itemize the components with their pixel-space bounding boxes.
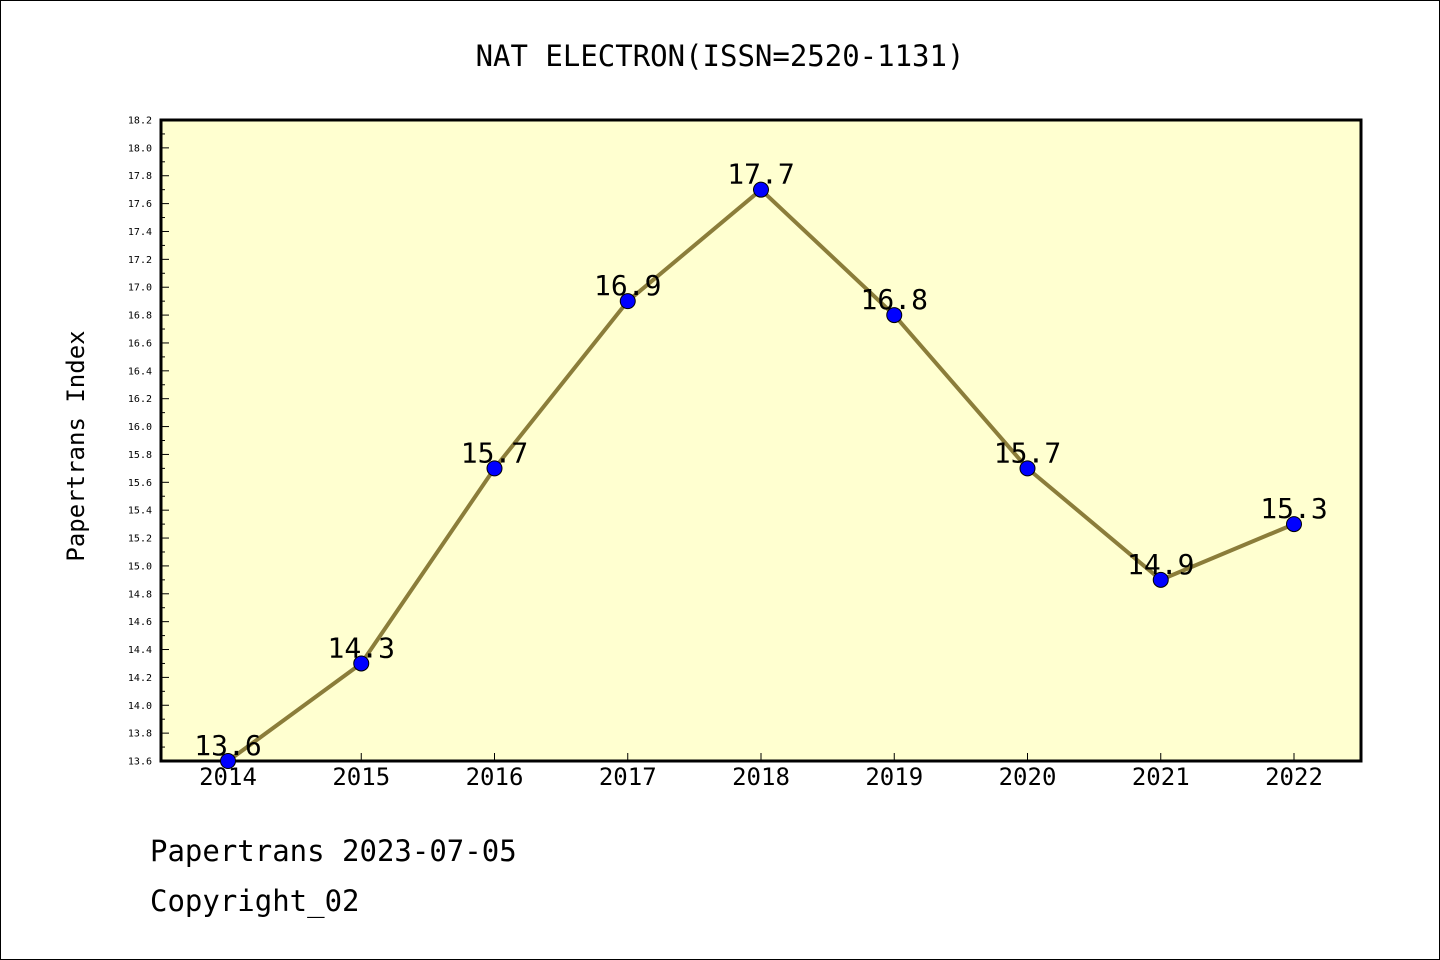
data-label: 16.9 — [594, 269, 661, 302]
data-label: 16.8 — [861, 283, 928, 316]
y-tick-label: 14.6 — [128, 617, 152, 628]
y-tick-label: 15.0 — [128, 561, 152, 572]
y-tick-label: 18.0 — [128, 143, 152, 154]
data-label: 15.3 — [1260, 492, 1327, 525]
chart-title: NAT ELECTRON(ISSN=2520-1131) — [476, 39, 965, 73]
data-point-marker — [1019, 460, 1036, 477]
y-tick-label: 16.0 — [128, 422, 152, 433]
y-tick-label: 15.4 — [128, 506, 152, 517]
data-point-marker — [619, 293, 636, 310]
data-point-marker — [1152, 571, 1169, 588]
x-axis: 2014 2015 2016 2017 2018 2019 2020 2021 2022 — [199, 753, 1323, 791]
x-tick-label: 2015 — [332, 763, 390, 791]
y-tick-label: 16.8 — [128, 311, 152, 322]
y-tick-label: 16.2 — [128, 394, 152, 405]
x-tick-label: 2022 — [1265, 763, 1323, 791]
x-tick-label: 2020 — [999, 763, 1057, 791]
plot-area — [159, 118, 1363, 763]
footer-date: Papertrans 2023-07-05 — [150, 834, 517, 868]
data-label: 15.7 — [994, 436, 1061, 469]
y-tick-label: 13.6 — [128, 757, 152, 768]
data-labels: 13.6 14.3 15.7 16.9 17.7 16.8 15.7 14.9 15.3 — [194, 158, 1327, 762]
y-tick-label: 17.8 — [128, 171, 152, 182]
data-point-marker — [353, 655, 370, 672]
y-tick-label: 14.4 — [128, 645, 152, 656]
y-tick-label: 14.2 — [128, 673, 152, 684]
data-label: 15.7 — [461, 436, 528, 469]
y-tick-label: 18.2 — [128, 116, 152, 127]
x-tick-label: 2021 — [1132, 763, 1190, 791]
y-tick-label: 13.8 — [128, 729, 152, 740]
y-tick-label: 17.6 — [128, 199, 152, 210]
data-point-marker — [753, 181, 769, 198]
x-tick-label: 2017 — [599, 763, 657, 791]
data-point-marker — [1286, 516, 1302, 533]
data-label: 17.7 — [727, 158, 794, 191]
y-tick-label: 17.4 — [128, 227, 152, 238]
y-tick-label: 17.0 — [128, 283, 152, 294]
y-axis: 13.6 13.8 14.0 14.2 14.4 14.6 14.8 15.0 15.2 15.4… — [128, 116, 169, 768]
x-tick-label: 2016 — [466, 763, 524, 791]
x-tick-label: 2019 — [865, 763, 923, 791]
data-point-marker — [886, 307, 903, 324]
y-tick-label: 16.6 — [128, 338, 152, 349]
y-tick-label: 15.8 — [128, 450, 152, 461]
y-tick-label: 16.4 — [128, 366, 152, 377]
y-tick-label: 15.2 — [128, 534, 152, 545]
data-label: 14.3 — [328, 631, 395, 664]
series-markers — [220, 181, 1302, 769]
data-point-marker — [220, 753, 236, 769]
data-label: 13.6 — [194, 729, 261, 762]
y-tick-label: 14.0 — [128, 701, 152, 712]
y-tick-label: 15.6 — [128, 478, 152, 489]
y-tick-label: 17.2 — [128, 255, 152, 266]
data-label: 14.9 — [1127, 548, 1194, 581]
footer-copyright: Copyright_02 — [150, 884, 360, 918]
data-point-marker — [486, 460, 503, 477]
x-tick-label: 2018 — [732, 763, 790, 791]
y-axis-label: Papertrans Index — [62, 330, 90, 561]
y-tick-label: 14.8 — [128, 589, 152, 600]
